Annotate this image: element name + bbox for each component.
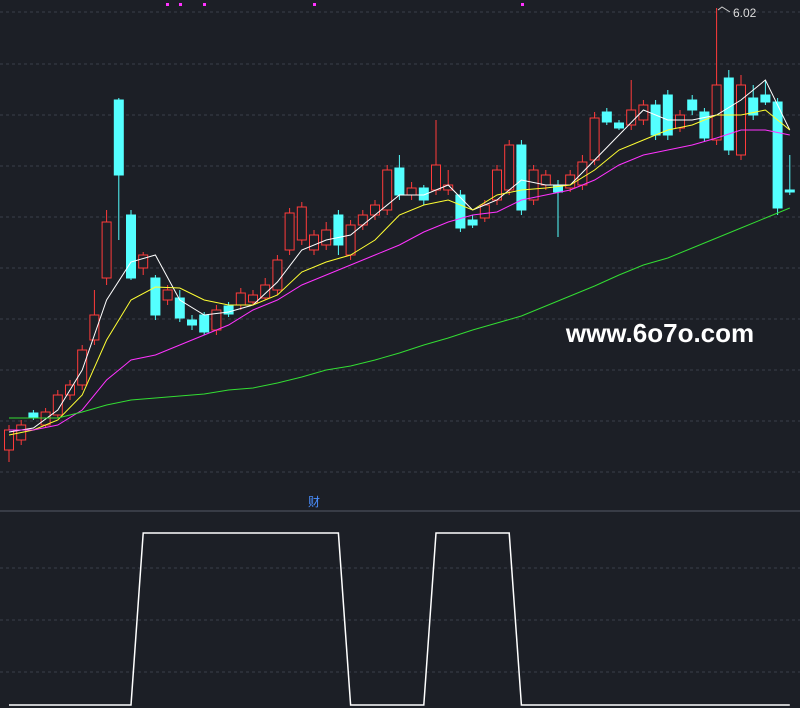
signal-markers bbox=[166, 3, 524, 6]
candle-body bbox=[223, 305, 234, 315]
max-pointer bbox=[717, 6, 731, 13]
candle-body bbox=[565, 174, 576, 189]
candle-body bbox=[418, 187, 429, 201]
candle-body bbox=[101, 221, 112, 279]
candle-body bbox=[235, 292, 246, 306]
candle-body bbox=[577, 161, 588, 186]
candle-body bbox=[370, 204, 380, 216]
candle-body bbox=[516, 144, 527, 211]
candle-body bbox=[199, 314, 210, 333]
candle-body bbox=[675, 114, 685, 129]
candle-body bbox=[748, 97, 759, 116]
candle-body bbox=[699, 111, 710, 139]
max-label: 6.02 bbox=[733, 6, 757, 20]
candle-body bbox=[638, 104, 649, 121]
candle-body bbox=[187, 319, 197, 326]
candle-body bbox=[309, 234, 319, 251]
candle-body bbox=[52, 394, 63, 416]
candle-body bbox=[662, 94, 673, 136]
candle-body bbox=[357, 214, 368, 226]
watermark: www.6o7o.com bbox=[565, 318, 754, 348]
moving-average bbox=[9, 207, 790, 419]
candle-body bbox=[443, 184, 454, 191]
candle-body bbox=[772, 101, 783, 209]
candle-body bbox=[467, 219, 478, 226]
candle-body bbox=[321, 229, 332, 246]
candle-body bbox=[650, 104, 661, 136]
candle-body bbox=[589, 117, 600, 161]
candle-body bbox=[382, 169, 393, 211]
candle-body bbox=[296, 206, 307, 241]
candle-body bbox=[394, 167, 405, 196]
candle-body bbox=[333, 214, 344, 246]
candle-body bbox=[723, 77, 734, 151]
candle-body bbox=[162, 289, 173, 301]
candle-body bbox=[260, 284, 271, 299]
candle-body bbox=[150, 277, 161, 316]
moving-average bbox=[8, 109, 791, 436]
candle-body bbox=[126, 214, 136, 279]
candle-body bbox=[540, 174, 551, 186]
candle-body bbox=[687, 99, 698, 111]
candle-body bbox=[138, 254, 149, 269]
candle-body bbox=[760, 94, 771, 103]
candle-body bbox=[736, 84, 746, 156]
candle-body bbox=[784, 189, 795, 193]
candle-body bbox=[284, 212, 295, 251]
candle-body bbox=[248, 294, 258, 303]
candle-body bbox=[479, 204, 490, 219]
candle-body bbox=[174, 297, 185, 319]
candle-body bbox=[431, 164, 441, 191]
candle-body bbox=[77, 349, 88, 386]
candle-body bbox=[504, 144, 515, 191]
candle-body bbox=[455, 194, 466, 229]
candle-body bbox=[406, 187, 417, 196]
candle-body bbox=[89, 314, 100, 341]
indicator-title: 财 bbox=[308, 495, 320, 509]
candle-body bbox=[614, 122, 624, 129]
grid bbox=[0, 11, 800, 673]
candle-body bbox=[4, 429, 14, 451]
candle-body bbox=[528, 169, 539, 201]
indicator-line bbox=[9, 532, 790, 706]
candle-body bbox=[345, 224, 356, 256]
candle-body bbox=[601, 111, 612, 123]
candle-body bbox=[28, 412, 39, 418]
candle-body bbox=[272, 259, 283, 291]
moving-average bbox=[8, 79, 791, 433]
moving-average bbox=[9, 129, 790, 431]
candle-body bbox=[113, 99, 124, 176]
